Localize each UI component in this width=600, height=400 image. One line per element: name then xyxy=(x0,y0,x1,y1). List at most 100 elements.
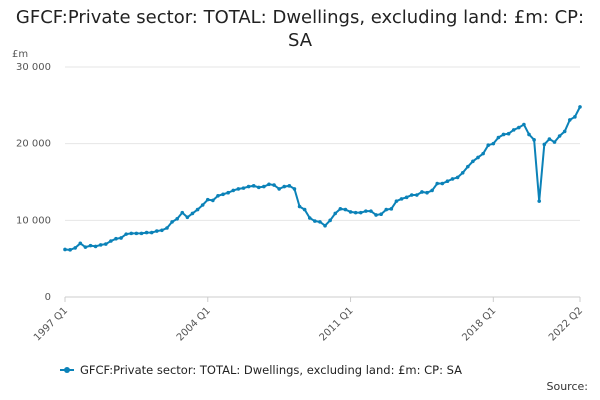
data-point[interactable] xyxy=(343,207,348,212)
data-point[interactable] xyxy=(440,181,445,186)
data-point[interactable] xyxy=(313,219,317,223)
data-point[interactable] xyxy=(134,231,139,236)
data-point[interactable] xyxy=(547,137,552,141)
data-point[interactable] xyxy=(307,216,312,220)
data-point[interactable] xyxy=(297,204,302,209)
data-point[interactable] xyxy=(190,211,195,216)
data-point[interactable] xyxy=(369,209,373,213)
data-point[interactable] xyxy=(353,210,358,215)
data-point[interactable] xyxy=(394,199,399,203)
data-point[interactable] xyxy=(205,197,210,202)
data-point[interactable] xyxy=(384,207,389,212)
data-point[interactable] xyxy=(78,241,83,246)
data-point[interactable] xyxy=(486,143,491,147)
legend[interactable]: GFCF:Private sector: TOTAL: Dwellings, e… xyxy=(60,363,462,377)
data-point[interactable] xyxy=(511,128,516,132)
data-point[interactable] xyxy=(466,164,470,169)
data-point[interactable] xyxy=(399,197,404,201)
data-point[interactable] xyxy=(552,140,557,144)
data-point[interactable] xyxy=(221,192,225,197)
data-point[interactable] xyxy=(481,151,485,156)
data-point[interactable] xyxy=(471,159,475,164)
data-point[interactable] xyxy=(338,207,343,211)
data-point[interactable] xyxy=(527,132,531,137)
data-point[interactable] xyxy=(282,184,287,189)
data-point[interactable] xyxy=(149,230,154,235)
data-point[interactable] xyxy=(476,155,480,160)
data-point[interactable] xyxy=(542,142,547,147)
data-point[interactable] xyxy=(425,190,429,195)
data-point[interactable] xyxy=(374,213,378,217)
data-point[interactable] xyxy=(537,199,542,203)
data-point[interactable] xyxy=(195,207,200,212)
data-point[interactable] xyxy=(165,226,169,230)
data-point[interactable] xyxy=(180,210,185,215)
data-point[interactable] xyxy=(532,138,536,142)
data-point[interactable] xyxy=(73,246,77,250)
data-point[interactable] xyxy=(389,207,394,211)
data-point[interactable] xyxy=(455,175,460,180)
data-point[interactable] xyxy=(568,118,572,122)
data-point[interactable] xyxy=(323,223,327,228)
data-point[interactable] xyxy=(562,129,567,134)
data-point[interactable] xyxy=(404,195,409,200)
data-point[interactable] xyxy=(88,243,93,248)
data-point[interactable] xyxy=(491,141,496,146)
data-point[interactable] xyxy=(154,229,159,233)
data-point[interactable] xyxy=(287,184,292,188)
data-point[interactable] xyxy=(358,210,363,215)
data-point[interactable] xyxy=(364,209,368,213)
data-point[interactable] xyxy=(144,230,149,235)
data-point[interactable] xyxy=(430,188,434,193)
data-point[interactable] xyxy=(496,135,501,140)
data-point[interactable] xyxy=(450,177,455,181)
data-point[interactable] xyxy=(246,184,251,189)
data-point[interactable] xyxy=(573,115,577,119)
data-point[interactable] xyxy=(277,187,281,191)
data-point[interactable] xyxy=(517,125,521,130)
data-point[interactable] xyxy=(175,217,179,221)
data-point[interactable] xyxy=(506,131,511,136)
data-point[interactable] xyxy=(98,243,103,247)
data-point[interactable] xyxy=(379,212,383,216)
data-point[interactable] xyxy=(272,183,276,187)
data-point[interactable] xyxy=(328,218,332,223)
data-point[interactable] xyxy=(236,187,241,191)
data-point[interactable] xyxy=(333,211,338,216)
data-point[interactable] xyxy=(139,231,144,236)
data-point[interactable] xyxy=(129,231,134,236)
data-point[interactable] xyxy=(160,228,164,233)
data-point[interactable] xyxy=(216,194,220,198)
data-point[interactable] xyxy=(185,215,190,220)
data-point[interactable] xyxy=(415,193,419,197)
data-point[interactable] xyxy=(68,248,72,252)
data-point[interactable] xyxy=(445,179,450,184)
data-point[interactable] xyxy=(200,203,205,207)
data-point[interactable] xyxy=(578,105,582,109)
data-point[interactable] xyxy=(231,188,236,193)
data-point[interactable] xyxy=(103,242,108,246)
data-point[interactable] xyxy=(211,198,215,203)
data-point[interactable] xyxy=(93,244,98,249)
data-point[interactable] xyxy=(318,220,322,224)
data-point[interactable] xyxy=(348,210,353,214)
data-point[interactable] xyxy=(460,171,465,175)
data-point[interactable] xyxy=(241,186,246,190)
data-point[interactable] xyxy=(256,185,261,190)
data-point[interactable] xyxy=(267,182,271,187)
data-point[interactable] xyxy=(435,181,440,186)
data-point[interactable] xyxy=(226,190,230,195)
data-point[interactable] xyxy=(124,232,128,236)
data-point[interactable] xyxy=(63,247,67,252)
data-point[interactable] xyxy=(251,184,256,188)
data-point[interactable] xyxy=(522,122,526,127)
data-point[interactable] xyxy=(83,245,88,249)
data-point[interactable] xyxy=(114,236,118,241)
data-point[interactable] xyxy=(420,190,424,194)
data-point[interactable] xyxy=(409,193,414,197)
data-point[interactable] xyxy=(501,132,506,137)
data-point[interactable] xyxy=(292,187,297,191)
data-point[interactable] xyxy=(109,239,113,243)
data-point[interactable] xyxy=(302,207,307,212)
data-point[interactable] xyxy=(119,236,123,240)
